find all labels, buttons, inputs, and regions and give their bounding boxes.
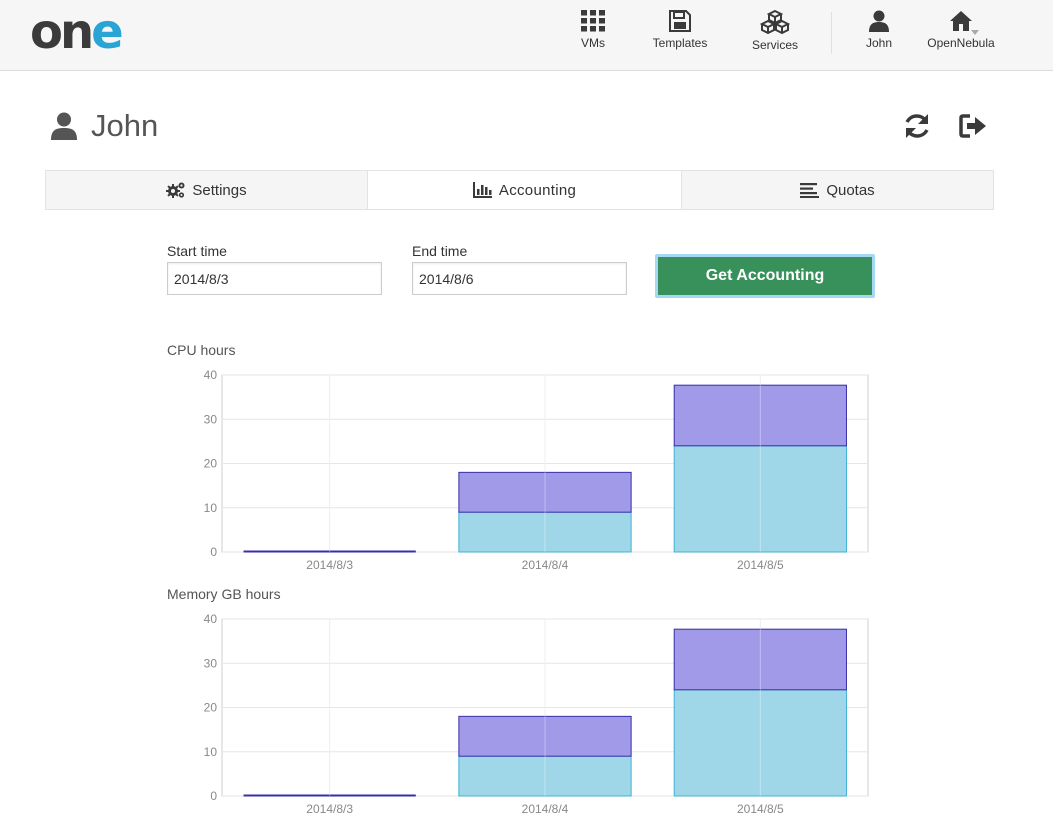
nav-templates[interactable]: Templates [646, 10, 714, 60]
nav-services[interactable]: Services [746, 10, 804, 60]
chart0-x-tick-label: 2014/8/4 [522, 558, 569, 572]
chart0-bar-series0 [673, 445, 847, 553]
tab-settings-label: Settings [192, 181, 247, 199]
chart0-x-tick-label: 2014/8/5 [737, 558, 784, 572]
chart0-x-tick-label: 2014/8/3 [306, 558, 353, 572]
chart0-y-tick-label: 10 [204, 501, 218, 515]
user-icon [51, 112, 77, 140]
start-time-label: Start time [167, 243, 227, 259]
start-time-input[interactable] [167, 262, 382, 295]
chevron-down-icon[interactable] [971, 30, 979, 35]
chart1-y-tick-label: 20 [204, 701, 218, 715]
sign-out-icon[interactable] [958, 111, 988, 141]
bar-chart-icon [472, 182, 492, 198]
home-icon [950, 11, 972, 31]
nav-zone-opennebula[interactable]: OpenNebula [924, 10, 998, 60]
chart0-bar-series1 [673, 384, 847, 447]
chart1-y-tick-label: 30 [204, 656, 218, 670]
user-tabs: Settings Accounting Quotas [45, 170, 994, 210]
page-title-text: John [91, 108, 159, 143]
user-icon [869, 10, 889, 32]
get-accounting-button-label: Get Accounting [705, 267, 825, 284]
list-icon [800, 183, 820, 198]
nav-user-label: John [865, 36, 893, 50]
refresh-icon[interactable] [902, 111, 932, 141]
floppy-icon [669, 10, 691, 32]
svg-text:one: one [30, 10, 122, 54]
chart1-x-tick-label: 2014/8/4 [522, 802, 569, 816]
get-accounting-button[interactable]: Get Accounting [655, 254, 875, 298]
chart0-y-tick-label: 40 [204, 368, 218, 382]
memory-hours-chart: 0 10 20 30 40 2014/8/3 2014/8/4 2014/8/5 [204, 612, 869, 816]
end-time-label: End time [412, 243, 468, 259]
nav-zone-label: OpenNebula [927, 36, 995, 50]
page-title: John [51, 106, 158, 146]
chart1-bar-series0 [673, 689, 847, 797]
chart1-y-tick-label: 10 [204, 745, 218, 759]
opennebula-logo[interactable]: one [30, 10, 150, 54]
chart0-y-tick-label: 20 [204, 457, 218, 471]
chart0-bar-series0 [458, 511, 632, 553]
tab-settings[interactable]: Settings [46, 171, 368, 209]
nav-divider [831, 12, 832, 54]
memory-chart-title: Memory GB hours [167, 586, 281, 602]
chart1-y-tick-label: 0 [210, 789, 217, 803]
chart1-y-tick-label: 40 [204, 612, 218, 626]
nav-vms-label: VMs [581, 36, 605, 50]
chart0-y-tick-label: 0 [210, 545, 217, 559]
tab-accounting[interactable]: Accounting [368, 171, 682, 209]
chart1-bar-series1 [458, 715, 632, 757]
nav-user-john[interactable]: John [862, 10, 896, 60]
cpu-chart-title: CPU hours [167, 342, 236, 358]
cpu-hours-chart: 0 10 20 30 40 2014/8/3 2014/8/4 2014/8/5 [204, 368, 869, 572]
chart1-bar-series1 [673, 628, 847, 691]
nav-templates-label: Templates [652, 36, 708, 50]
tab-quotas[interactable]: Quotas [682, 171, 993, 209]
tab-quotas-label: Quotas [826, 181, 875, 199]
chart0-bar-series1 [458, 471, 632, 513]
cubes-icon [760, 10, 790, 34]
chart1-bar-series0 [458, 755, 632, 797]
grid-icon [581, 10, 605, 32]
nav-vms[interactable]: VMs [572, 10, 614, 60]
end-time-input[interactable] [412, 262, 627, 295]
top-navbar: one VMs Templates Services [0, 0, 1053, 71]
nav-services-label: Services [751, 38, 798, 52]
chart0-y-tick-label: 30 [204, 412, 218, 426]
chart1-x-tick-label: 2014/8/5 [737, 802, 784, 816]
tab-accounting-label: Accounting [498, 181, 577, 199]
chart1-x-tick-label: 2014/8/3 [306, 802, 353, 816]
cogs-icon [166, 182, 185, 198]
